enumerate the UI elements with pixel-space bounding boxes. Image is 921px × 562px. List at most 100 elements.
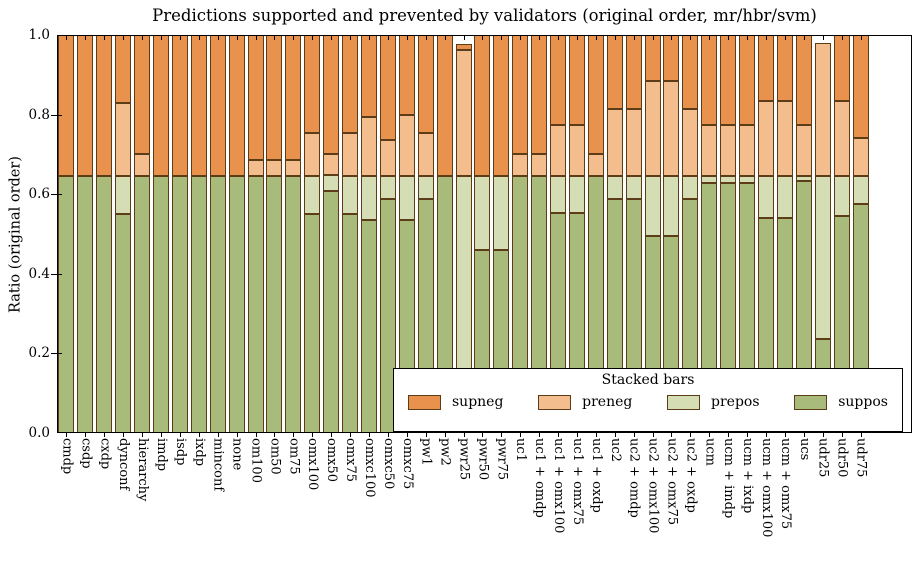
x-tick: [368, 433, 370, 437]
legend-swatch-prepos: [667, 394, 701, 410]
bar-uc1 + oxdp-preneg: [587, 154, 604, 177]
bar-imdp-supneg: [152, 35, 169, 177]
x-tick: [633, 433, 635, 437]
x-tick: [142, 433, 144, 437]
x-tick: [406, 36, 408, 40]
bar-omxc100-supneg: [360, 35, 377, 117]
x-tick-label: pwr75: [494, 438, 510, 481]
legend-entry-prepos: prepos: [667, 394, 760, 410]
x-tick: [331, 433, 333, 437]
bar-uc1 + omx100-prepos: [550, 176, 567, 214]
x-tick: [576, 36, 578, 40]
bar-om100-supneg: [247, 35, 264, 161]
x-tick-label: pwr50: [475, 438, 491, 481]
x-tick: [784, 36, 786, 40]
bar-minconf-suppos: [209, 176, 226, 433]
bar-uc2 + omx100-prepos: [644, 176, 661, 236]
x-tick: [652, 36, 654, 40]
x-tick-label: omxc100: [361, 438, 377, 498]
legend-swatch-supneg: [408, 394, 441, 410]
bar-pw1-prepos: [417, 176, 434, 199]
x-tick: [539, 433, 541, 437]
bar-udr75-prepos: [852, 176, 869, 205]
x-tick-label: om100: [248, 438, 264, 483]
y-tick-label: 0.8: [28, 106, 50, 123]
y-tick: [51, 114, 62, 116]
x-tick: [274, 433, 276, 437]
bar-ucm + ixdp-supneg: [739, 35, 756, 125]
x-tick-label: omxc75: [399, 438, 415, 490]
x-tick: [160, 433, 162, 437]
x-tick: [160, 36, 162, 40]
x-tick: [671, 433, 673, 437]
bar-omxc100-preneg: [360, 116, 377, 177]
bar-omxc50-supneg: [379, 35, 396, 141]
legend: Stacked bars supneg preneg prepos suppos: [393, 368, 903, 432]
bar-om50-preneg: [266, 160, 283, 177]
bar-uc1-supneg: [512, 35, 529, 155]
x-tick-label: ucm + omx100: [759, 438, 774, 538]
x-tick: [104, 36, 106, 40]
bar-dynconf-preneg: [115, 102, 132, 177]
x-tick: [841, 433, 843, 437]
bar-omx50-preneg: [323, 154, 340, 176]
bar-uc2-supneg: [606, 35, 623, 109]
bar-hierarchy-suppos: [134, 176, 151, 433]
x-tick: [860, 433, 862, 437]
y-tick: [51, 353, 62, 355]
bar-omx50-prepos: [323, 175, 340, 191]
bar-uc2 + omx75-prepos: [663, 176, 680, 236]
x-tick: [444, 36, 446, 40]
bar-ucm + omx75-prepos: [776, 176, 793, 219]
x-tick-label: uc1 + omx100: [551, 438, 567, 534]
bar-ucs-preneg: [795, 124, 812, 177]
bar-udr50-prepos: [833, 176, 850, 217]
x-tick: [66, 433, 68, 437]
x-tick: [142, 36, 144, 40]
x-tick: [293, 433, 295, 437]
x-tick: [690, 433, 692, 437]
x-tick: [179, 36, 181, 40]
x-tick: [198, 36, 200, 40]
bar-minconf-supneg: [209, 35, 226, 177]
x-tick-label: uc2: [607, 438, 623, 462]
x-tick-label: uc2 + omx75: [664, 438, 680, 526]
x-tick: [331, 36, 333, 40]
bar-omx50-supneg: [323, 35, 340, 155]
bar-omx75-prepos: [342, 176, 359, 215]
bar-ucm-supneg: [701, 35, 718, 125]
bar-none-supneg: [228, 35, 245, 177]
y-tick: [51, 194, 62, 196]
bar-ucm-prepos: [701, 176, 718, 184]
x-tick: [595, 36, 597, 40]
x-tick: [350, 433, 352, 437]
bar-csdp-supneg: [77, 35, 94, 177]
x-tick: [444, 433, 446, 437]
x-tick-label: udr75: [853, 438, 869, 478]
legend-label-preneg: preneg: [582, 394, 633, 410]
y-tick-label: 1.0: [28, 27, 50, 43]
x-tick-label: om50: [267, 438, 283, 475]
x-tick-label: dynconf: [116, 438, 132, 491]
bar-imdp-suppos: [152, 176, 169, 433]
bar-ixdp-suppos: [190, 176, 207, 433]
bar-pw1-preneg: [417, 132, 434, 177]
y-axis-label: Ratio (original order): [7, 156, 24, 313]
y-tick: [51, 273, 62, 275]
bar-pwr50-prepos: [474, 176, 491, 250]
bar-omxc75-prepos: [398, 176, 415, 221]
bar-dynconf-supneg: [115, 35, 132, 103]
x-tick: [463, 433, 465, 437]
bar-omxc100-suppos: [360, 220, 377, 433]
x-tick-label: uc1 + omdp: [532, 438, 548, 518]
x-tick: [671, 36, 673, 40]
bar-ucm + omx75-supneg: [776, 35, 793, 102]
bar-ucm + imdp-preneg: [720, 124, 737, 177]
x-tick: [482, 36, 484, 40]
bar-uc1 + oxdp-supneg: [587, 35, 604, 155]
x-tick: [179, 433, 181, 437]
bar-hierarchy-supneg: [134, 35, 151, 155]
x-tick: [66, 36, 68, 40]
bar-ucm + omx75-preneg: [776, 101, 793, 177]
